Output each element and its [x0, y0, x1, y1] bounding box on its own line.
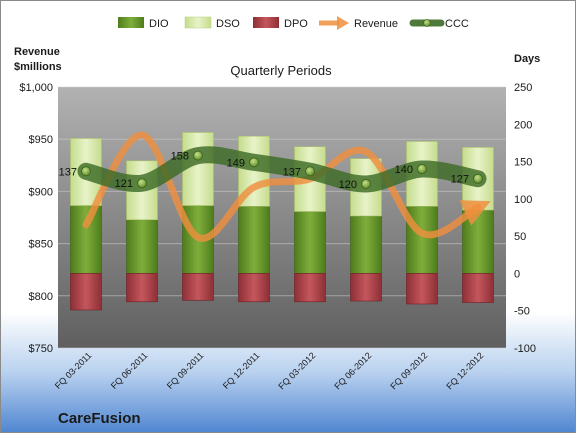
ccc-data-label: 149 — [227, 157, 245, 169]
revenue-layer — [82, 131, 491, 242]
left-axis-tick-label: $750 — [29, 343, 53, 355]
left-axis-tick-label: $800 — [29, 291, 53, 303]
left-axis-tick-label: $850 — [29, 239, 53, 251]
ccc-marker — [473, 173, 483, 184]
bar-dpo — [70, 273, 102, 311]
bar-dio — [238, 206, 270, 274]
ccc-marker — [361, 178, 371, 189]
bar-dpo — [126, 273, 158, 303]
legend-label-dpo: DPO — [284, 18, 308, 30]
bar-dpo — [462, 273, 494, 303]
legend-item-dso: DSO — [184, 16, 240, 30]
plot-area — [58, 87, 506, 348]
ccc-marker — [137, 178, 147, 189]
bar-dio — [462, 209, 494, 274]
revenue-line — [82, 131, 491, 242]
right-axis-label: Days — [514, 53, 540, 65]
ccc-data-label: 120 — [339, 179, 357, 191]
right-axis-tick-label: 100 — [514, 194, 532, 206]
bar-dio — [350, 215, 382, 274]
legend-item-ccc: CCC — [409, 18, 469, 30]
company-name: CareFusion — [58, 410, 141, 427]
legend-arrow-revenue — [337, 16, 349, 30]
bar-dio — [406, 206, 438, 274]
ccc-line — [77, 146, 487, 193]
ccc-data-label: 137 — [59, 166, 77, 178]
right-axis-tick-label: 150 — [514, 157, 532, 169]
ccc-labels-layer: 137 121 158 149 137 120 140 127 — [59, 151, 469, 191]
left-axis-tick-label: $1,000 — [19, 82, 53, 94]
bar-dpo — [406, 273, 438, 305]
ccc-marker — [193, 150, 203, 161]
bar-dso — [182, 132, 214, 206]
legend-label-ccc: CCC — [445, 18, 469, 30]
ccc-marker — [249, 157, 259, 168]
right-axis-tick-label: 200 — [514, 119, 532, 131]
legend-label-dio: DIO — [149, 18, 169, 30]
ccc-marker — [417, 164, 427, 175]
right-axis-tick-label: 0 — [514, 268, 520, 280]
bar-dpo — [350, 273, 382, 302]
legend-label-revenue: Revenue — [354, 18, 398, 30]
legend-item-dio: DIO — [118, 17, 169, 30]
ccc-data-label: 140 — [395, 164, 413, 176]
ccc-data-label: 158 — [171, 151, 189, 163]
ccc-data-label: 127 — [451, 174, 469, 186]
legend-swatch-dpo — [253, 17, 279, 28]
ccc-data-label: 137 — [283, 166, 301, 178]
right-axis-tick-label: -50 — [514, 306, 530, 318]
right-axis-ticks: -100 -50 0 50 100 150 200 250 — [514, 82, 536, 355]
left-axis-label-line2: $millions — [14, 61, 62, 73]
bar-dpo — [238, 273, 270, 303]
ccc-data-label: 121 — [115, 178, 133, 190]
bar-dio — [70, 205, 102, 274]
right-axis-tick-label: 250 — [514, 82, 532, 94]
ccc-marker — [305, 166, 315, 177]
right-axis-tick-label: -100 — [514, 343, 536, 355]
legend-marker-ccc — [423, 19, 431, 27]
left-axis-label-line1: Revenue — [14, 46, 60, 58]
bar-dio — [126, 219, 158, 274]
left-axis-tick-label: $900 — [29, 186, 53, 198]
legend-label-dso: DSO — [216, 18, 240, 30]
legend-item-revenue: Revenue — [319, 16, 398, 30]
ccc-layer — [77, 146, 487, 193]
bar-dpo — [182, 273, 214, 301]
ccc-marker — [81, 166, 91, 177]
right-axis-tick-label: 50 — [514, 231, 526, 243]
legend-swatch-dio — [118, 17, 144, 28]
left-axis-ticks: $750 $800 $850 $900 $950 $1,000 — [19, 82, 53, 355]
bar-dpo — [294, 273, 326, 303]
legend: DIO DSO DPO Revenue CCC — [118, 16, 469, 30]
chart-title: Quarterly Periods — [230, 63, 332, 78]
left-axis-tick-label: $950 — [29, 134, 53, 146]
legend-swatch-dso — [184, 16, 212, 29]
bar-dio — [294, 211, 326, 274]
legend-item-dpo: DPO — [253, 17, 308, 30]
